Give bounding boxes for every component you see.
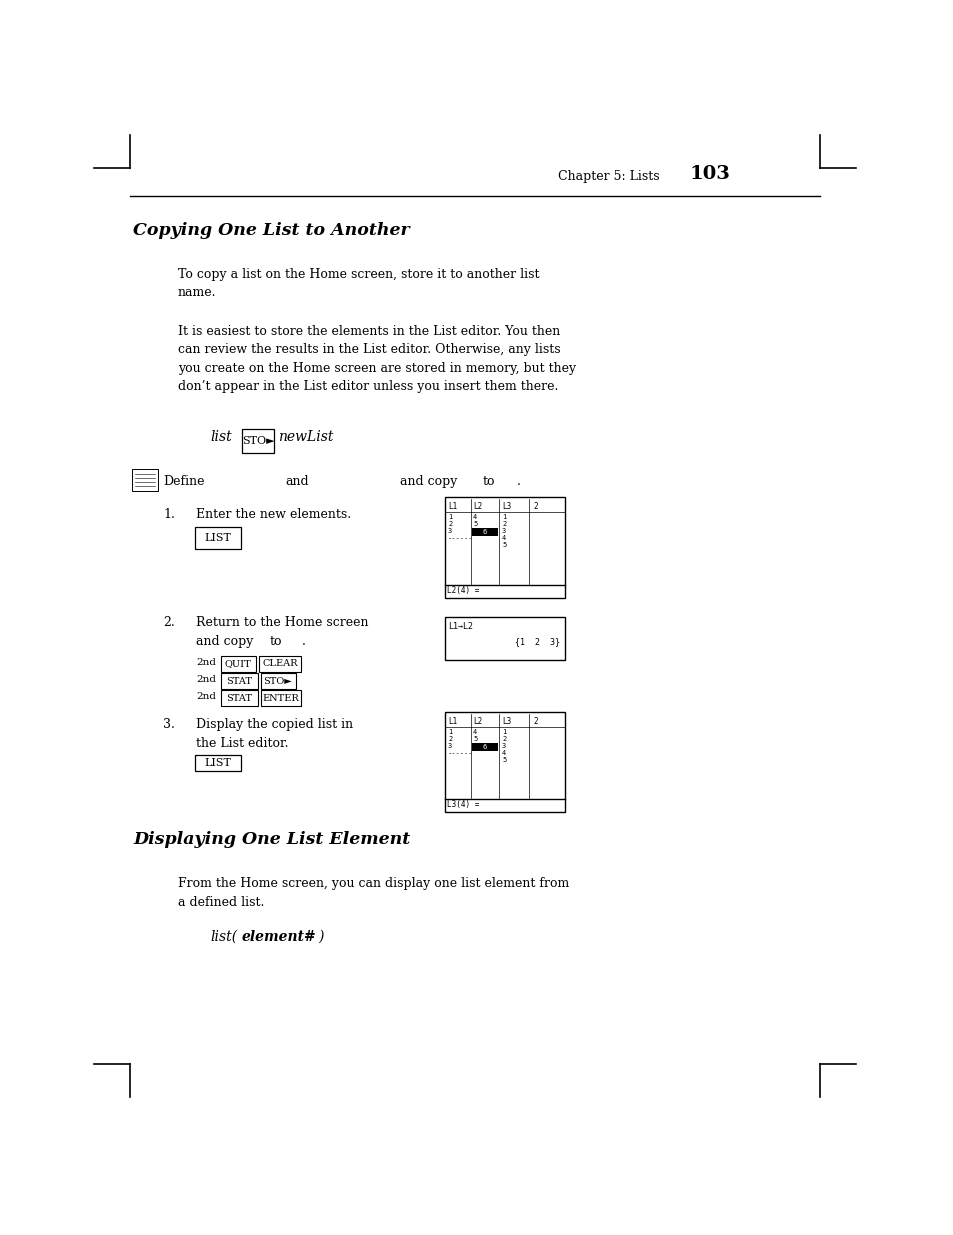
Text: and copy: and copy (195, 635, 253, 648)
Text: L3(4) =: L3(4) = (447, 800, 478, 809)
Text: 2nd: 2nd (195, 658, 215, 667)
Text: 2.: 2. (163, 616, 174, 629)
Text: LIST: LIST (204, 534, 232, 543)
FancyBboxPatch shape (221, 673, 257, 689)
Bar (444, 496, 564, 598)
Text: CLEAR: CLEAR (262, 659, 297, 668)
Text: 2nd: 2nd (195, 676, 215, 684)
Text: L1: L1 (448, 501, 456, 511)
Text: 3: 3 (448, 743, 452, 748)
FancyBboxPatch shape (259, 656, 300, 672)
Bar (444, 713, 564, 811)
FancyBboxPatch shape (261, 690, 300, 706)
Text: .: . (302, 635, 306, 648)
Text: 4: 4 (473, 729, 476, 735)
Text: L1: L1 (448, 718, 456, 726)
FancyBboxPatch shape (221, 690, 257, 706)
Text: 6: 6 (482, 743, 487, 750)
Text: .: . (517, 475, 520, 488)
Text: ): ) (317, 930, 323, 944)
Text: QUIT: QUIT (224, 659, 251, 668)
Text: 3: 3 (501, 743, 506, 748)
Bar (472, 743, 497, 751)
Text: 2nd: 2nd (195, 692, 215, 701)
Text: L3: L3 (501, 501, 511, 511)
Text: Chapter 5: Lists: Chapter 5: Lists (558, 170, 659, 183)
FancyBboxPatch shape (132, 469, 158, 492)
Text: 5: 5 (501, 757, 506, 763)
Text: STO►: STO► (263, 677, 292, 685)
Text: and: and (285, 475, 309, 488)
Text: 5: 5 (473, 521, 476, 527)
Text: STAT: STAT (226, 677, 252, 685)
Text: element#: element# (242, 930, 316, 944)
Text: 2: 2 (533, 718, 537, 726)
Text: to: to (270, 635, 282, 648)
Text: 1: 1 (448, 514, 452, 520)
Text: 1: 1 (501, 729, 506, 735)
Text: 4: 4 (501, 750, 506, 756)
Text: Display the copied list in: Display the copied list in (195, 718, 353, 731)
Text: 6: 6 (482, 529, 487, 535)
Text: to: to (482, 475, 495, 488)
Text: L2: L2 (473, 718, 482, 726)
FancyBboxPatch shape (194, 755, 241, 771)
Text: 2: 2 (448, 521, 452, 527)
Text: 2: 2 (533, 501, 537, 511)
Text: 3: 3 (501, 529, 506, 534)
Bar (444, 618, 564, 659)
Text: list(: list( (210, 930, 237, 944)
Text: Define: Define (163, 475, 204, 488)
Text: L2: L2 (473, 501, 482, 511)
Text: 4: 4 (501, 535, 506, 541)
Text: the List editor.: the List editor. (195, 737, 288, 750)
FancyBboxPatch shape (261, 673, 295, 689)
Text: 5: 5 (501, 542, 506, 548)
Text: 103: 103 (689, 165, 730, 183)
Text: 5: 5 (473, 736, 476, 742)
Text: L2(4) =: L2(4) = (447, 585, 478, 595)
Text: list: list (210, 430, 232, 445)
FancyBboxPatch shape (242, 429, 274, 453)
Text: newList: newList (277, 430, 334, 445)
Text: Displaying One List Element: Displaying One List Element (132, 831, 410, 848)
FancyBboxPatch shape (194, 527, 241, 550)
Text: Copying One List to Another: Copying One List to Another (132, 222, 409, 240)
Text: L3: L3 (501, 718, 511, 726)
Text: 2: 2 (448, 736, 452, 742)
Text: 1: 1 (448, 729, 452, 735)
Text: LIST: LIST (204, 758, 232, 768)
Text: It is easiest to store the elements in the List editor. You then
can review the : It is easiest to store the elements in t… (178, 325, 576, 394)
Text: 2: 2 (501, 521, 506, 527)
Text: STO►: STO► (241, 436, 274, 446)
Text: ------: ------ (448, 535, 473, 541)
Text: ENTER: ENTER (262, 694, 299, 703)
Text: Enter the new elements.: Enter the new elements. (195, 508, 351, 521)
FancyBboxPatch shape (221, 656, 255, 672)
Text: From the Home screen, you can display one list element from
a defined list.: From the Home screen, you can display on… (178, 877, 569, 909)
Text: ------: ------ (448, 750, 473, 756)
Text: 3: 3 (448, 529, 452, 534)
Text: 3.: 3. (163, 718, 174, 731)
Text: STAT: STAT (226, 694, 252, 703)
Text: {1  2  3}: {1 2 3} (515, 637, 559, 646)
Text: 4: 4 (473, 514, 476, 520)
Text: 1.: 1. (163, 508, 174, 521)
Text: 2: 2 (501, 736, 506, 742)
Text: To copy a list on the Home screen, store it to another list
name.: To copy a list on the Home screen, store… (178, 268, 539, 300)
Text: 1: 1 (501, 514, 506, 520)
Text: Return to the Home screen: Return to the Home screen (195, 616, 368, 629)
Bar (472, 529, 497, 536)
Text: and copy: and copy (399, 475, 456, 488)
Text: L1→L2: L1→L2 (448, 622, 473, 631)
